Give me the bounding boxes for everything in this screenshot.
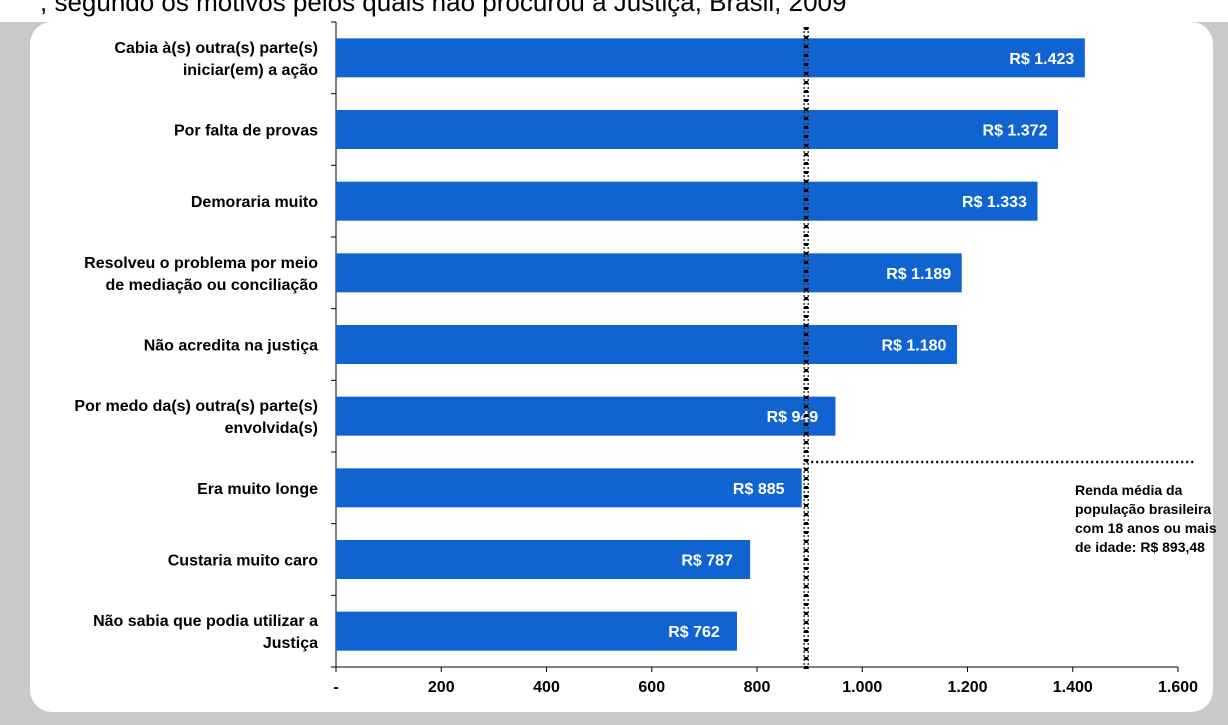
category-label-line: Por falta de provas	[174, 123, 318, 140]
x-tick-label: 1.000	[842, 679, 882, 696]
category-label-line: Cabia à(s) outra(s) parte(s)	[114, 40, 318, 57]
bar	[336, 110, 1059, 149]
category-label-line: Justiça	[263, 635, 318, 652]
bar-value-label: R$ 1.333	[962, 194, 1027, 211]
category-label: Demoraria muito	[191, 194, 318, 211]
category-label: Não acredita na justiça	[144, 338, 318, 355]
x-tick-label: 800	[744, 679, 771, 696]
category-label-line: de mediação ou conciliação	[105, 277, 318, 294]
bar-value-label: R$ 787	[681, 553, 733, 570]
bar	[336, 611, 738, 651]
bar-value-label: R$ 762	[668, 624, 720, 641]
bar	[336, 325, 957, 364]
bar-value-label: R$ 1.372	[983, 123, 1048, 140]
category-label: Não sabia que podia utilizar a Justiça	[93, 613, 318, 652]
cropped-header: , segundo os motivos pelos quais não pro…	[0, 0, 1228, 22]
cropped-header-text: , segundo os motivos pelos quais não pro…	[40, 0, 847, 17]
reference-line-note: Renda média da população brasileira com …	[1075, 482, 1217, 555]
x-tick-label: 1.600	[1158, 679, 1198, 696]
category-label: Custaria muito caro	[168, 553, 318, 570]
category-label: Por falta de provas	[174, 123, 318, 140]
category-label-line: Demoraria muito	[191, 194, 318, 211]
bar-value-label: R$ 949	[767, 409, 819, 426]
category-label-line: Não acredita na justiça	[144, 338, 318, 355]
category-label-line: Custaria muito caro	[168, 553, 318, 570]
bar-value-label: R$ 1.423	[1009, 51, 1074, 68]
category-label-line: Por medo da(s) outra(s) parte(s)	[74, 398, 318, 415]
category-label: Resolveu o problema por meio de mediação …	[84, 255, 318, 294]
bar-value-label: R$ 1.189	[886, 266, 951, 283]
bar-value-label: R$ 1.180	[882, 338, 947, 355]
category-label-line: Resolveu o problema por meio	[84, 255, 318, 272]
x-tick-label: 200	[428, 679, 455, 696]
bar	[336, 396, 836, 436]
bar	[336, 540, 751, 579]
category-label: Por medo da(s) outra(s) parte(s) envolvid…	[74, 398, 318, 437]
bar	[336, 468, 802, 508]
x-tick-label: 1.200	[947, 679, 987, 696]
category-label-line: envolvida(s)	[225, 420, 318, 437]
category-label-line: iniciar(em) a ação	[183, 62, 318, 79]
category-label-line: Era muito longe	[197, 481, 318, 498]
bar	[336, 253, 962, 293]
category-label: Era muito longe	[197, 481, 318, 498]
bar	[336, 181, 1038, 221]
bar-value-label: R$ 885	[733, 481, 785, 498]
category-label-line: Não sabia que podia utilizar a	[93, 613, 318, 630]
x-tick-label: -	[333, 679, 338, 696]
x-tick-label: 1.400	[1053, 679, 1093, 696]
category-label: Cabia à(s) outra(s) parte(s) iniciar(em) …	[114, 40, 318, 79]
x-tick-label: 600	[638, 679, 665, 696]
bar	[336, 38, 1085, 78]
x-tick-label: 400	[533, 679, 560, 696]
